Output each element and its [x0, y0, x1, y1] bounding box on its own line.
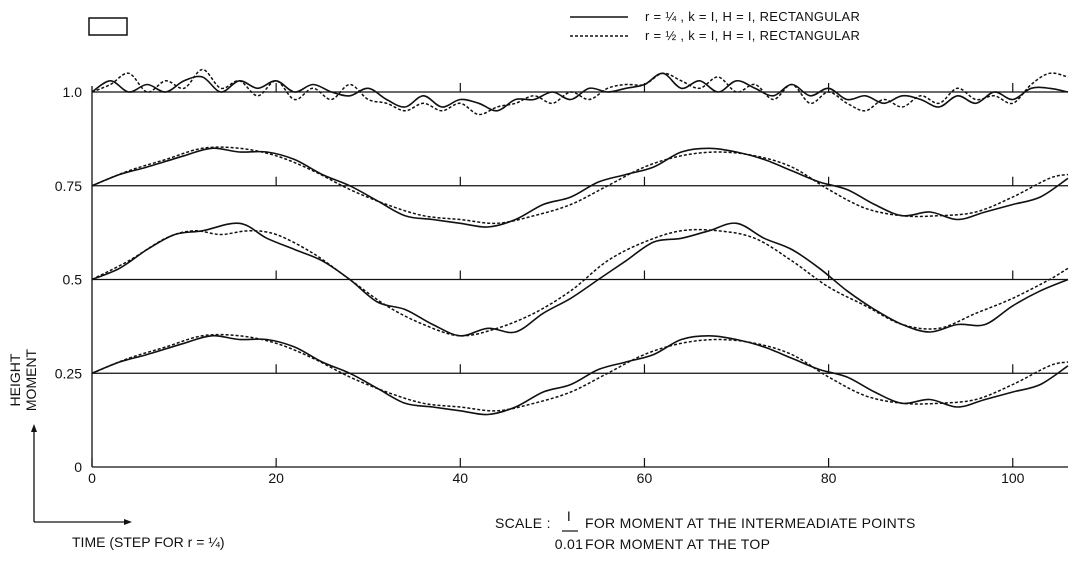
y-axis-label-height: HEIGHT: [7, 353, 23, 406]
x-tick-label: 0: [88, 470, 96, 486]
x-axis-label: TIME (STEP FOR r = ¼): [72, 534, 225, 550]
series-dashed-line-baseline-1: [91, 68, 1069, 116]
series-solid-line-baseline-1: [91, 72, 1069, 112]
axis-arrows: [31, 424, 132, 525]
scale-line-1: FOR MOMENT AT THE INTERMEADIATE POINTS: [585, 515, 916, 531]
y-axis-label-moment: MOMENT: [23, 348, 39, 411]
scale-line-2: FOR MOMENT AT THE TOP: [585, 536, 770, 552]
y-tick-label: 0: [74, 459, 82, 475]
y-tick-label: 1.0: [63, 84, 83, 100]
series-solid-line-baseline-0_75: [91, 147, 1069, 228]
scale-prefix: SCALE :: [495, 515, 551, 531]
series-dashed-line-baseline-0_25: [91, 333, 1069, 412]
y-axis-title: HEIGHT MOMENT: [7, 348, 39, 411]
y-tick-label: 0.25: [55, 365, 82, 381]
arrow-right-icon: [124, 519, 132, 525]
legend-blank-box: [88, 17, 128, 36]
scale-unit-bottom: 0.01: [555, 536, 583, 552]
legend: r = ¼ , k = I, H = I, RECTANGULAR r = ½ …: [88, 9, 860, 43]
series-dashed-line-baseline-0_75: [91, 146, 1069, 225]
x-tick-label: 100: [1001, 470, 1025, 486]
plot-area: 0 20 40 60 80 100 0 0.25 0.5 0.75 1.0: [55, 68, 1069, 486]
x-tick-label: 60: [637, 470, 653, 486]
x-tick-label: 40: [453, 470, 469, 486]
scale-unit-top: I: [567, 508, 571, 524]
arrow-up-icon: [31, 424, 37, 432]
series-solid-line-baseline-0_25: [91, 334, 1069, 416]
y-tick-label: 0.5: [63, 272, 83, 288]
x-tick-label: 20: [268, 470, 284, 486]
x-tick-label: 80: [821, 470, 837, 486]
legend-entry-dashed: r = ½ , k = I, H = I, RECTANGULAR: [645, 28, 860, 43]
scale-note: SCALE : I FOR MOMENT AT THE INTERMEADIAT…: [495, 508, 916, 552]
y-tick-label: 0.75: [55, 178, 82, 194]
legend-entry-solid: r = ¼ , k = I, H = I, RECTANGULAR: [645, 9, 860, 24]
series-dashed-line-baseline-0_5: [91, 228, 1069, 337]
